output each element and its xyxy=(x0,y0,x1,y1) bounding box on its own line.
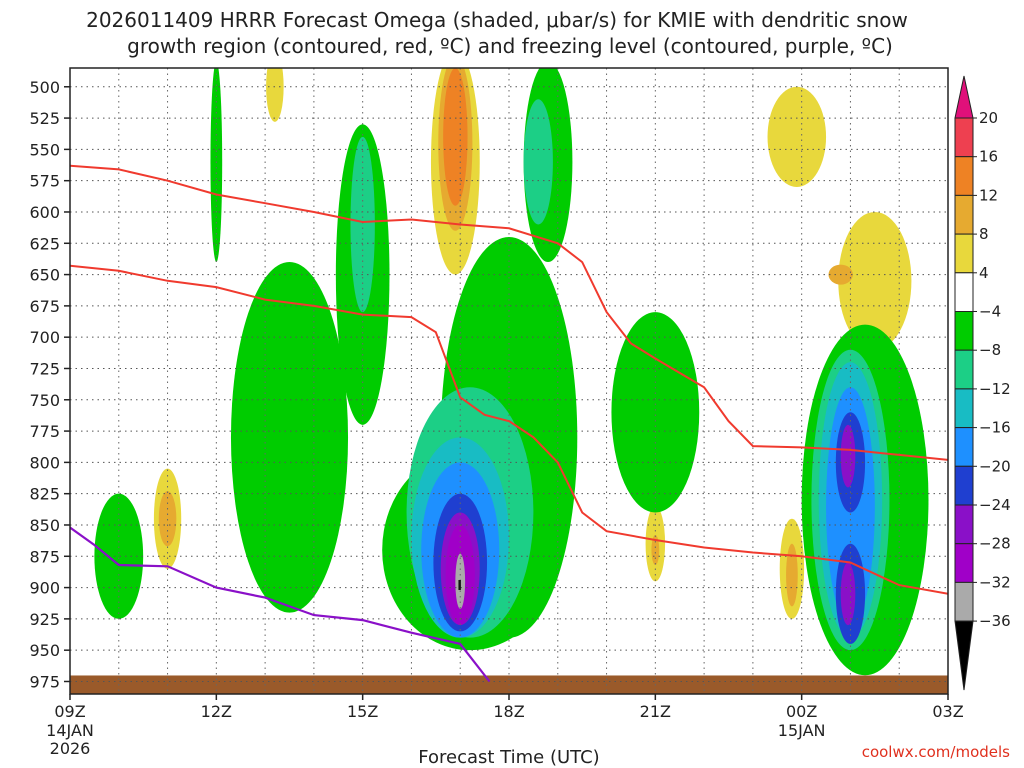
chart-title-line-1: 2026011409 HRRR Forecast Omega (shaded, … xyxy=(86,8,908,32)
omega-blob xyxy=(94,493,144,619)
colorbar-bin xyxy=(954,272,974,312)
y-tick-label: 525 xyxy=(29,109,60,128)
omega-level-neg32 xyxy=(455,553,466,609)
y-tick-label: 675 xyxy=(29,297,60,316)
dgz-contour-upper xyxy=(70,164,948,461)
omega-blob xyxy=(230,262,349,613)
grid-lines xyxy=(70,68,948,694)
colorbar-bin xyxy=(954,156,974,196)
colorbar-bin xyxy=(954,581,974,622)
x-tick-label: 18Z xyxy=(493,702,524,721)
omega-blob xyxy=(158,491,177,547)
colorbar-bin xyxy=(954,504,974,545)
colorbar-bin xyxy=(954,233,974,274)
y-tick-label: 950 xyxy=(29,641,60,660)
colorbar-label: 8 xyxy=(979,225,989,243)
y-tick-label: 725 xyxy=(29,359,60,378)
dgz-contour-lower xyxy=(70,264,948,595)
omega-blob xyxy=(840,424,856,488)
y-tick-label: 500 xyxy=(29,78,60,97)
y-tick-label: 975 xyxy=(29,672,60,691)
y-tick-label: 700 xyxy=(29,328,60,347)
y-tick-label: 850 xyxy=(29,516,60,535)
x-tick-label: 12Z xyxy=(201,702,232,721)
x-tick-label: 00Z xyxy=(786,702,817,721)
omega-blob xyxy=(651,534,660,566)
x-tick-date: 14JAN xyxy=(46,721,94,740)
omega-blob xyxy=(523,99,553,225)
colorbar-label: −4 xyxy=(979,303,1001,321)
y-tick-label: 625 xyxy=(29,234,60,253)
y-tick-label: 575 xyxy=(29,172,60,191)
colorbar-bin xyxy=(954,427,974,467)
contour-lines: I xyxy=(70,164,948,683)
colorbar: 20 16 12 8 4 −4 −8 −12 −16 −20 −24 −28 −32 −36 xyxy=(954,75,1011,691)
colorbar-label: 20 xyxy=(979,109,998,127)
x-tick-date: 15JAN xyxy=(778,721,826,740)
colorbar-bin xyxy=(954,311,974,351)
colorbar-label: −12 xyxy=(979,380,1011,398)
y-tick-label: 600 xyxy=(29,203,60,222)
colorbar-label: −28 xyxy=(979,535,1011,553)
chart-title-line-2: growth region (contoured, red, ºC) and f… xyxy=(127,34,893,58)
omega-level-12 xyxy=(443,68,468,206)
colorbar-bin xyxy=(954,349,974,390)
omega-blob xyxy=(350,136,375,313)
credit-text: coolwx.com/models xyxy=(862,743,1010,761)
colorbar-label: 16 xyxy=(979,148,998,166)
colorbar-label: −36 xyxy=(979,612,1011,630)
colorbar-bin xyxy=(954,465,974,506)
omega-blob xyxy=(786,543,798,607)
colorbar-label: 4 xyxy=(979,264,989,282)
omega-blob xyxy=(767,86,827,187)
y-tick-label: 925 xyxy=(29,610,60,629)
colorbar-label: −8 xyxy=(979,341,1001,359)
omega-blob xyxy=(611,312,700,513)
omega-blob xyxy=(838,211,912,350)
x-tick-year: 2026 xyxy=(50,739,91,758)
colorbar-bottom-arrow xyxy=(954,620,974,691)
colorbar-bin xyxy=(954,117,974,158)
colorbar-label: −16 xyxy=(979,419,1011,437)
omega-blob xyxy=(210,68,223,263)
y-tick-label: 875 xyxy=(29,547,60,566)
x-axis-label: Forecast Time (UTC) xyxy=(418,747,599,768)
y-tick-label: 650 xyxy=(29,266,60,285)
y-tick-label: 900 xyxy=(29,579,60,598)
y-axis: 500 525 550 575 600 625 650 675 700 725 750 775 800 8… xyxy=(29,78,70,691)
y-tick-label: 800 xyxy=(29,453,60,472)
omega-blob xyxy=(443,68,468,206)
colorbar-bin xyxy=(954,194,974,235)
colorbar-label: −24 xyxy=(979,496,1011,514)
omega-blob xyxy=(455,553,466,609)
y-tick-label: 775 xyxy=(29,422,60,441)
y-tick-label: 750 xyxy=(29,391,60,410)
freezing-level-contour xyxy=(70,526,491,683)
y-tick-label: 825 xyxy=(29,485,60,504)
colorbar-label: −32 xyxy=(979,573,1011,591)
max-marker: I xyxy=(457,579,462,594)
omega-blob xyxy=(266,68,284,122)
colorbar-top-arrow xyxy=(954,75,974,119)
omega-blob xyxy=(840,562,856,626)
colorbar-bin xyxy=(954,543,974,583)
x-tick-label: 21Z xyxy=(640,702,671,721)
x-tick-label: 03Z xyxy=(932,702,963,721)
x-tick-label: 15Z xyxy=(347,702,378,721)
colorbar-label: 12 xyxy=(979,186,998,204)
colorbar-label: −20 xyxy=(979,457,1011,475)
x-tick-label: 09Z xyxy=(54,702,85,721)
y-tick-label: 550 xyxy=(29,140,60,159)
colorbar-bin xyxy=(954,388,974,429)
